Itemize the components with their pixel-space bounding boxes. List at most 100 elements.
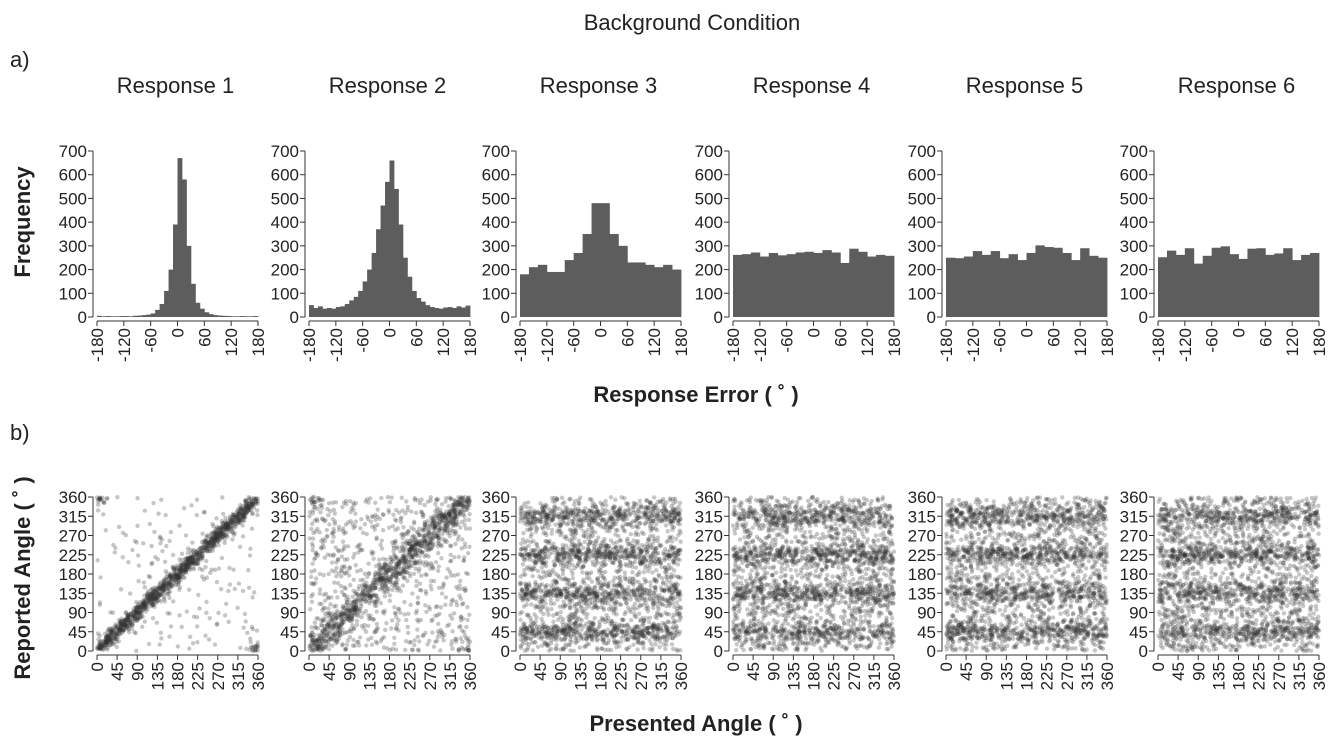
scatter-point	[174, 567, 180, 573]
scatter-point	[255, 644, 261, 649]
scatter-point	[309, 541, 315, 546]
scatter-point	[461, 601, 466, 606]
histogram-bar	[1274, 253, 1284, 317]
scatter-point	[587, 555, 593, 560]
scatter-point	[130, 621, 135, 626]
scatter-point	[225, 523, 231, 528]
scatter-point	[191, 614, 197, 619]
scatter-point	[417, 532, 422, 538]
scatter-point	[310, 547, 315, 553]
scatter-point	[362, 522, 368, 527]
scatter-point	[207, 616, 212, 621]
scatter-point	[141, 541, 146, 546]
scatter-point	[137, 614, 142, 619]
scatter-point	[225, 524, 231, 530]
scatter-point	[678, 539, 683, 544]
scatter-point	[253, 648, 259, 653]
scatter-point	[353, 519, 359, 524]
scatter-point	[126, 617, 131, 623]
y-tick-label: 700	[59, 142, 87, 161]
scatter-point	[358, 526, 363, 531]
scatter-point	[385, 494, 391, 500]
scatter-point	[247, 553, 253, 558]
scatter-point	[214, 622, 220, 627]
scatter-point	[141, 603, 146, 608]
y-tick-label: 500	[482, 189, 510, 208]
histogram-bar	[159, 303, 165, 317]
scatter-point	[537, 574, 542, 579]
x-tick-label: 180	[1098, 328, 1117, 356]
scatter-point	[358, 604, 364, 609]
scatter-point	[192, 557, 198, 562]
scatter-point	[228, 521, 234, 526]
scatter-point	[122, 620, 127, 625]
scatter-point	[374, 536, 379, 542]
scatter-point	[200, 551, 205, 557]
histogram-bar	[199, 308, 205, 317]
scatter-point	[204, 534, 209, 540]
scatter-point	[236, 515, 241, 521]
scatter-point	[462, 585, 468, 591]
scatter-point	[176, 578, 181, 584]
scatter-point	[141, 580, 147, 585]
y-tick-label: 300	[482, 237, 510, 256]
scatter-point	[153, 596, 158, 601]
y-tick-label: 180	[271, 565, 299, 584]
scatter-point	[415, 601, 421, 606]
scatter-point	[447, 495, 452, 500]
scatter-point	[558, 609, 563, 615]
histogram-bar	[600, 203, 610, 317]
scatter-point	[182, 567, 187, 573]
scatter-point	[218, 533, 223, 539]
scatter-point	[316, 636, 322, 642]
scatter-point	[246, 568, 251, 573]
scatter-point	[345, 557, 350, 562]
scatter-point	[250, 627, 256, 632]
scatter-point	[116, 627, 122, 633]
scatter-point	[177, 587, 182, 592]
histogram-bar	[367, 269, 373, 317]
scatter-point	[394, 580, 399, 585]
y-tick-label: 500	[908, 189, 936, 208]
scatter-point	[461, 558, 467, 563]
scatter-point	[197, 547, 202, 552]
scatter-point	[172, 571, 177, 577]
histogram-bar	[1247, 248, 1257, 317]
scatter-point	[342, 630, 348, 635]
scatter-point	[431, 644, 437, 649]
scatter-point	[465, 604, 470, 610]
scatter-point	[104, 638, 109, 643]
histogram-bar	[393, 188, 399, 317]
scatter-point	[160, 583, 166, 588]
scatter-point	[313, 576, 319, 581]
scatter-point	[241, 625, 246, 630]
scatter-point	[379, 546, 385, 551]
scatter-point	[617, 602, 623, 607]
y-tick-label: 0	[714, 308, 723, 327]
scatter-point	[122, 618, 127, 623]
histogram-bar	[317, 306, 323, 317]
scatter-point	[130, 547, 135, 553]
x-tick-label: 120	[434, 328, 453, 356]
scatter-point	[198, 545, 203, 551]
scatter-point	[113, 636, 118, 642]
scatter-point	[130, 615, 135, 620]
scatter-point	[330, 517, 336, 522]
x-tick-label: -120	[115, 328, 134, 362]
scatter-point	[339, 610, 345, 615]
scatter-point	[120, 530, 126, 536]
scatter-point	[104, 637, 109, 642]
scatter-point	[255, 508, 260, 513]
scatter-point	[330, 539, 335, 544]
scatter-point	[443, 511, 449, 516]
scatter-point	[314, 516, 320, 522]
histogram-bar	[645, 264, 655, 317]
histogram-bar	[1202, 255, 1213, 317]
histogram-bar	[204, 312, 210, 317]
scatter-point	[171, 599, 176, 604]
x-tick-label: 180	[461, 328, 480, 356]
x-tick-label: -60	[565, 328, 584, 353]
